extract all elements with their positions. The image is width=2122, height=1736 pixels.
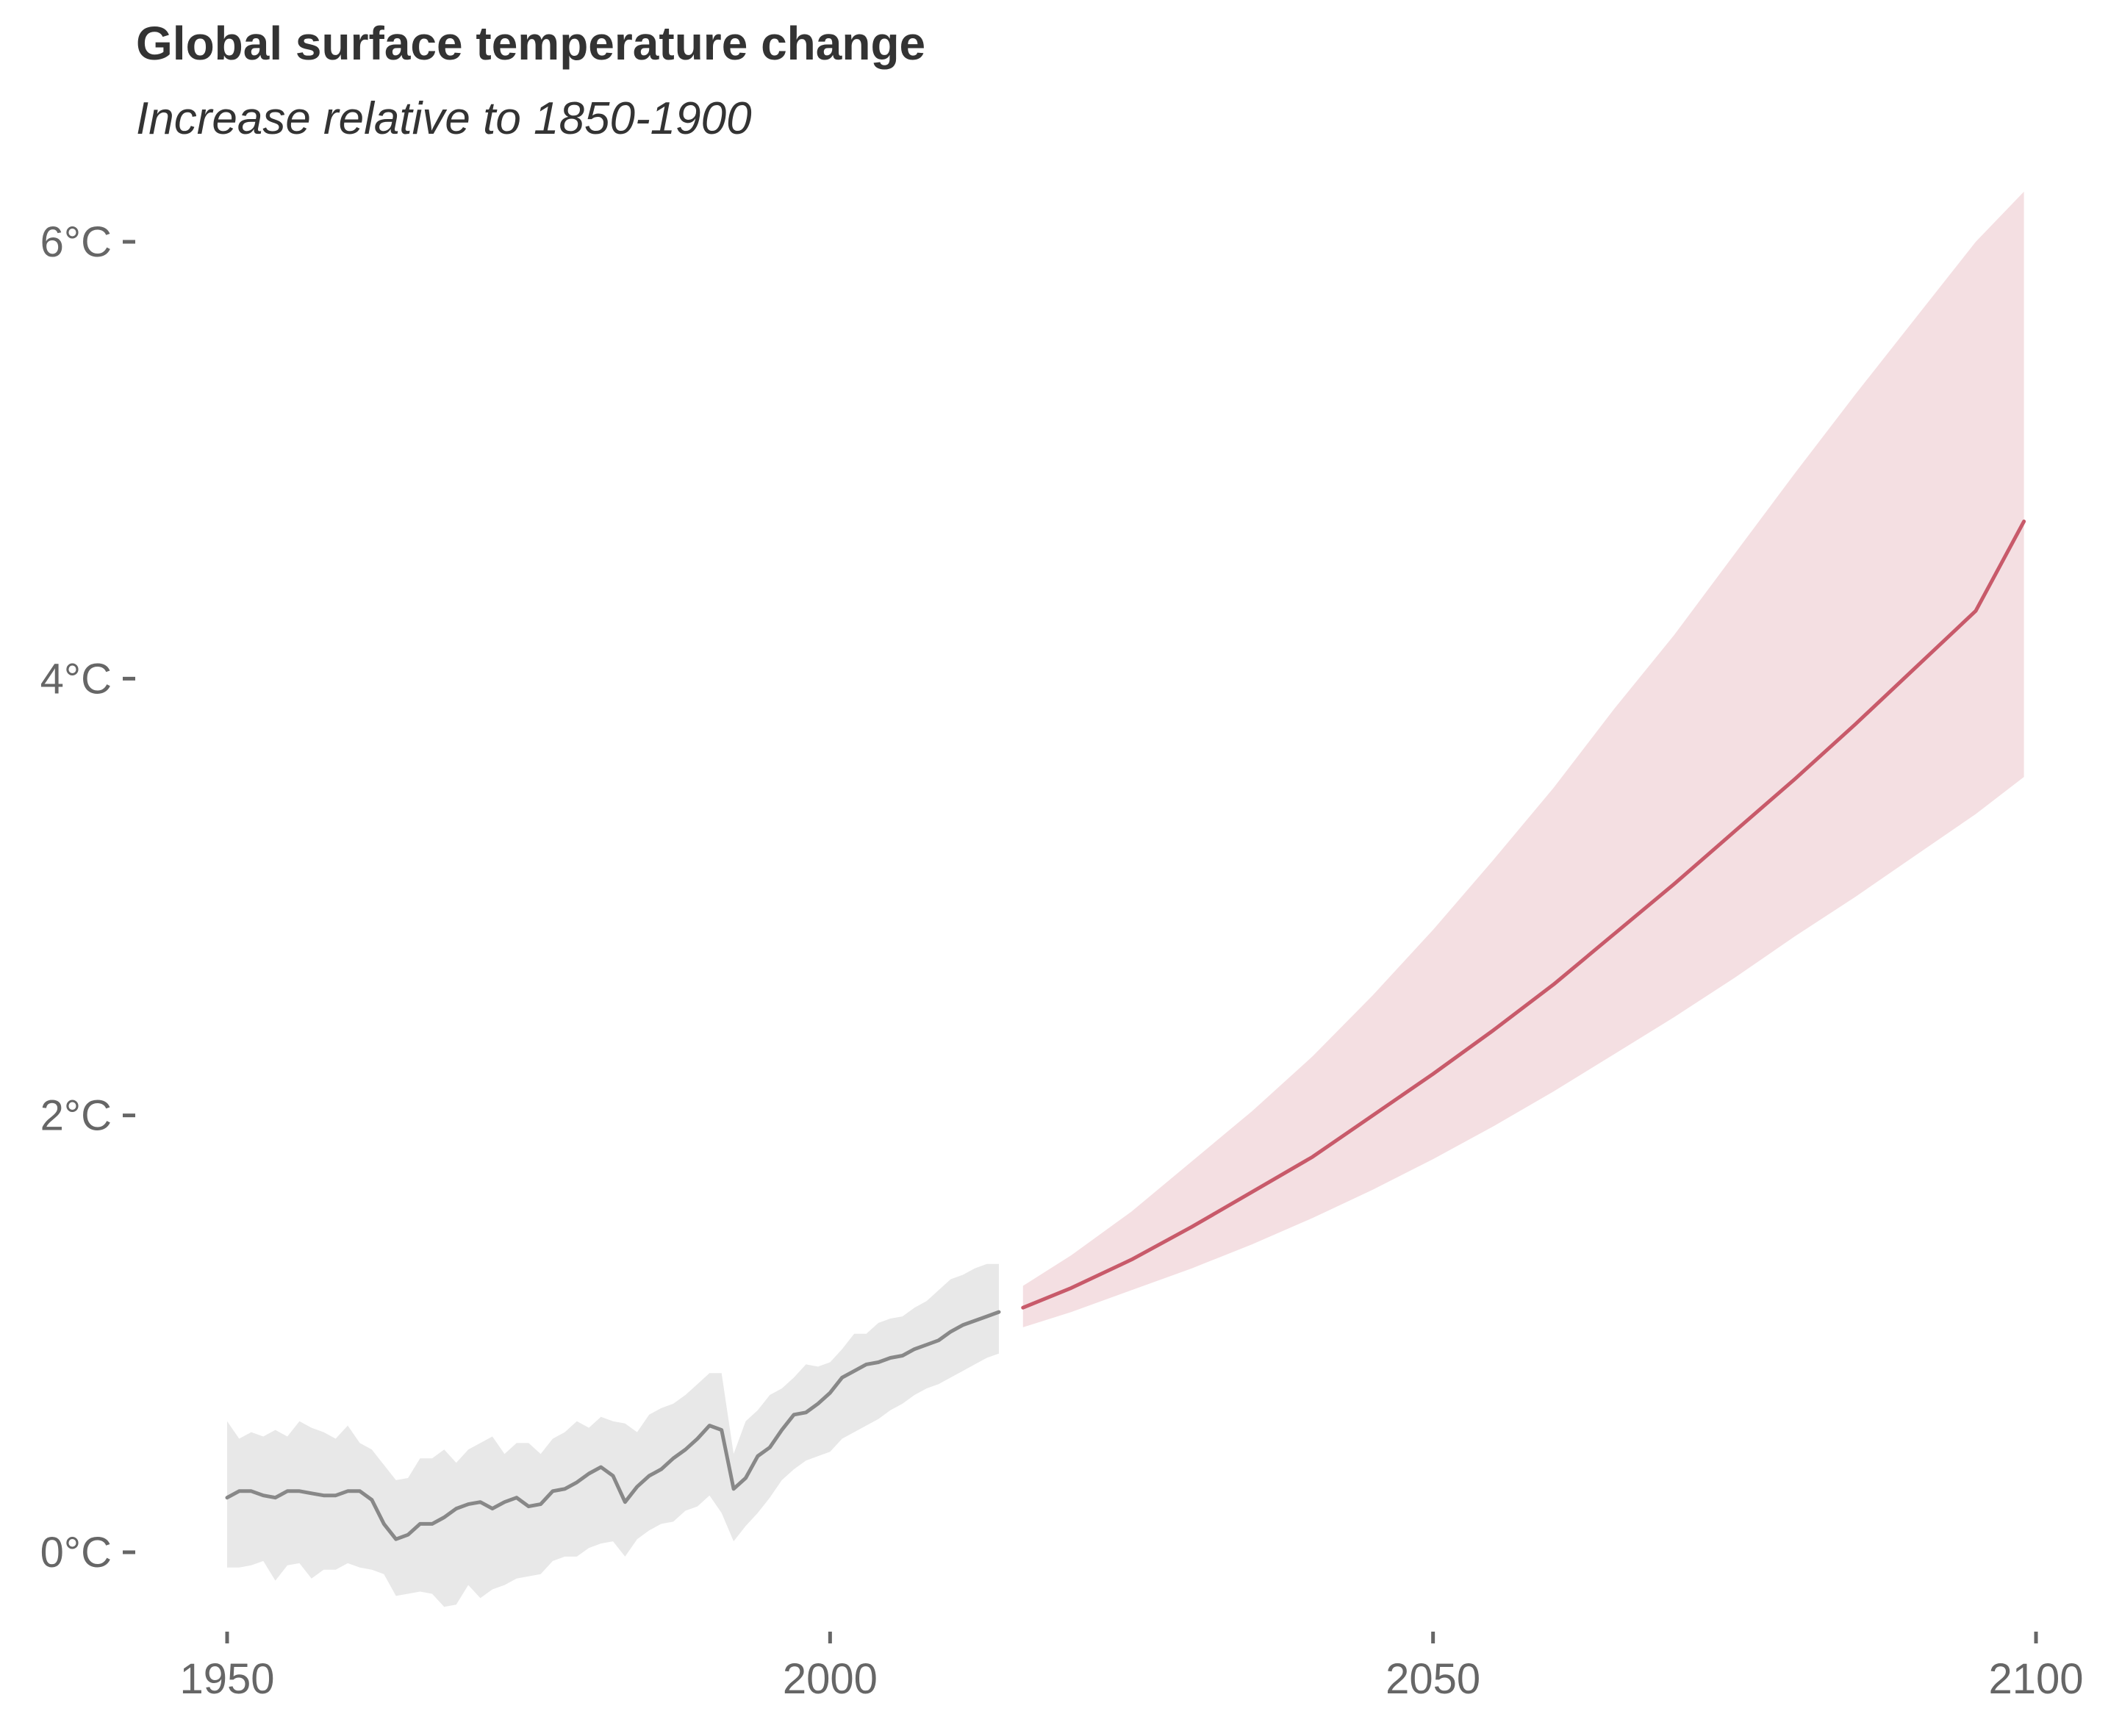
uncertainty-band-2 <box>1022 191 2024 1327</box>
chart-subtitle: Increase relative to 1850-1900 <box>136 93 752 144</box>
uncertainty-bands <box>227 191 2024 1607</box>
x-tick-label: 1950 <box>179 1655 274 1703</box>
x-tick-label: 2100 <box>1988 1655 2083 1703</box>
series-line-2 <box>1021 519 2026 1310</box>
y-tick-label: 0°C <box>40 1529 112 1577</box>
y-tick-label: 2°C <box>40 1092 112 1140</box>
x-tick-label: 2050 <box>1386 1655 1480 1703</box>
x-axis: 1950 2000 2050 2100 <box>179 1632 2084 1703</box>
uncertainty-band-1 <box>227 1263 999 1607</box>
x-tick-label: 2000 <box>783 1655 878 1703</box>
y-tick-label: 4°C <box>40 655 112 703</box>
chart-title: Global surface temperature change <box>136 17 926 70</box>
series-line-1 <box>225 1310 1001 1541</box>
y-tick-label: 6°C <box>40 218 112 266</box>
series-lines <box>225 519 2026 1541</box>
y-axis: 0°C 2°C 4°C 6°C <box>40 218 135 1577</box>
